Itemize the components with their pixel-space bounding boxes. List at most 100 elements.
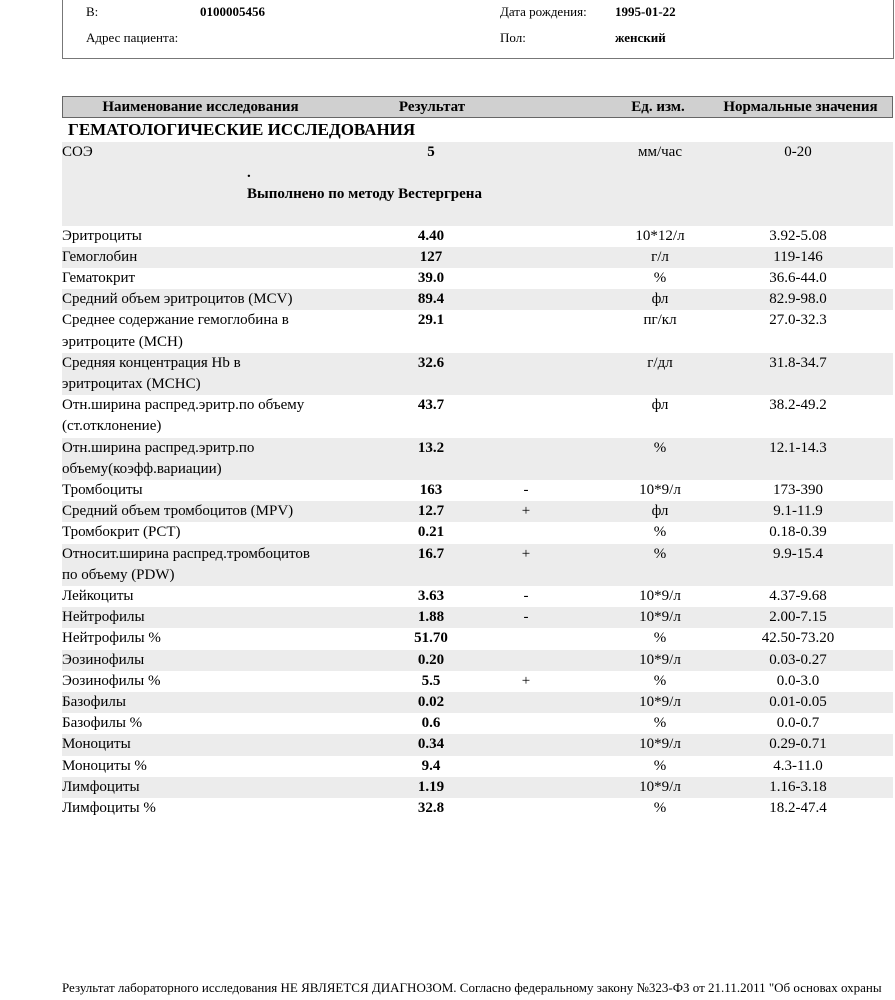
test-name: (ст.отклонение): [62, 418, 162, 435]
test-name: Тромбокрит (PCT): [62, 524, 181, 541]
table-row: Базофилы % 0.6% 0.0-0.7: [62, 713, 893, 734]
patient-id: 0100005456: [200, 4, 265, 19]
sex: женский: [615, 30, 666, 45]
normal-range: 119-146: [773, 248, 823, 265]
normal-range: 2.00-7.15: [769, 609, 827, 626]
method-note: . Выполнено по методу Вестергрена: [247, 163, 893, 225]
normal-range: 18.2-47.4: [769, 800, 827, 817]
table-row: Нейтрофилы % 51.70% 42.50-73.20: [62, 628, 893, 649]
table-row: Лейкоциты 3.63 - 10*9/л 4.37-9.68: [62, 586, 893, 607]
unit: пг/кл: [643, 312, 677, 329]
result: 5.5: [421, 672, 441, 689]
normal-range: 0.0-0.7: [776, 715, 820, 732]
test-name: Эозинофилы: [62, 651, 145, 668]
unit: 10*9/л: [639, 609, 681, 626]
table-row: Нейтрофилы 1.88 - 10*9/л 2.00-7.15: [62, 607, 893, 629]
table-row: Эозинофилы 0.20 10*9/л 0.03-0.27: [62, 649, 893, 671]
table-row: Моноциты 0.34 10*9/л 0.29-0.71: [62, 734, 893, 756]
test-name: Моноциты %: [62, 757, 147, 774]
unit: г/дл: [647, 354, 673, 371]
result: 32.8: [417, 800, 445, 817]
unit: %: [653, 545, 667, 562]
normal-range: 31.8-34.7: [769, 354, 827, 371]
result: 127: [419, 248, 443, 265]
unit: 10*9/л: [639, 778, 681, 795]
test-name: Отн.ширина распред.эритр.по: [62, 439, 255, 456]
note-line: .: [247, 165, 251, 182]
result: 1.19: [417, 778, 445, 795]
normal-range: 0.01-0.05: [769, 694, 827, 711]
normal-range: 1.16-3.18: [769, 778, 827, 795]
normal-range: 0.29-0.71: [769, 736, 827, 753]
table-row: Эритроциты 4.40 10*12/л 3.92-5.08: [62, 226, 893, 247]
test-name: Относит.ширина распред.тромбоцитов: [62, 545, 310, 562]
unit: фл: [651, 503, 669, 520]
table-row: Отн.ширина распред.эритр.по объему (ст.от…: [62, 395, 893, 437]
result: 163: [419, 482, 443, 499]
normal-range: 82.9-98.0: [769, 291, 827, 308]
normal-range: 173-390: [773, 482, 823, 499]
unit: 10*9/л: [639, 588, 681, 605]
unit: 10*9/л: [639, 482, 681, 499]
test-name: Базофилы %: [62, 715, 143, 732]
table-row: Средняя концентрация Hb в эритроцитах (MC…: [62, 352, 893, 396]
result: 13.2: [417, 439, 445, 456]
footer-note: Результат лабораторного исследования НЕ …: [62, 980, 882, 995]
normal-range: 4.3-11.0: [773, 757, 823, 774]
test-name: Базофилы: [62, 694, 126, 711]
test-name: Эозинофилы %: [62, 672, 161, 689]
flag: -: [523, 482, 529, 499]
result: 29.1: [417, 312, 445, 329]
flag: +: [521, 503, 531, 520]
normal-range: 4.37-9.68: [769, 588, 827, 605]
normal-range: 3.92-5.08: [769, 227, 827, 244]
table-row: Лимфоциты % 32.8% 18.2-47.4: [62, 798, 893, 819]
flag: -: [523, 588, 529, 605]
test-name: объему(коэфф.вариации): [62, 460, 222, 477]
test-name: Нейтрофилы: [62, 609, 145, 626]
unit: 10*9/л: [639, 651, 681, 668]
flag: +: [521, 672, 531, 689]
normal-range: 0.03-0.27: [769, 651, 827, 668]
test-name: Лейкоциты: [62, 588, 134, 605]
table-row: Базофилы 0.02 10*9/л 0.01-0.05: [62, 692, 893, 714]
result: 3.63: [417, 588, 445, 605]
result: 16.7: [417, 545, 445, 562]
test-name: Эритроциты: [62, 227, 142, 244]
id-label: В:: [86, 4, 99, 19]
test-name: Среднее содержание гемоглобина в: [62, 312, 289, 329]
test-name: Средний объем тромбоцитов (MPV): [62, 503, 294, 520]
unit: %: [653, 672, 667, 689]
normal-range: 0.18-0.39: [769, 524, 827, 541]
result: 5: [427, 144, 435, 160]
test-name: Гематокрит: [62, 270, 136, 287]
birth-date: 1995-01-22: [615, 4, 676, 19]
result: 0.20: [417, 651, 445, 668]
result: 12.7: [417, 503, 445, 520]
address-label: Адрес пациента:: [86, 30, 179, 45]
table-row: Моноциты % 9.4% 4.3-11.0: [62, 756, 893, 777]
test-name: Тромбоциты: [62, 482, 143, 499]
normal-range: 42.50-73.20: [761, 630, 835, 647]
result: 9.4: [421, 757, 441, 774]
unit: г/л: [651, 248, 669, 265]
result: 0.34: [417, 736, 445, 753]
normal-range: 9.9-15.4: [773, 545, 823, 562]
table-body: СОЭ 5 мм/час 0-20. Выполнено по методу Весте…: [62, 142, 893, 819]
unit: %: [653, 524, 667, 541]
note-line: Выполнено по методу Вестергрена: [247, 186, 482, 203]
sex-label: Пол:: [500, 30, 526, 45]
normal-range: 0-20: [784, 144, 812, 160]
result: 0.21: [417, 524, 445, 541]
test-name: Моноциты: [62, 736, 131, 753]
table-row: Лимфоциты 1.19 10*9/л 1.16-3.18: [62, 776, 893, 799]
birth-label: Дата рождения:: [500, 4, 587, 19]
column-header: Результат: [398, 99, 466, 115]
table-row: Относит.ширина распред.тромбоцитов по объ…: [62, 543, 893, 587]
test-name: Средняя концентрация Hb в: [62, 354, 241, 371]
table-row: Среднее содержание гемоглобина в эритроци…: [62, 310, 893, 352]
table-header: Наименование исследования Результат Ед. …: [62, 96, 893, 118]
result: 39.0: [417, 270, 445, 287]
test-name: Нейтрофилы %: [62, 630, 161, 647]
